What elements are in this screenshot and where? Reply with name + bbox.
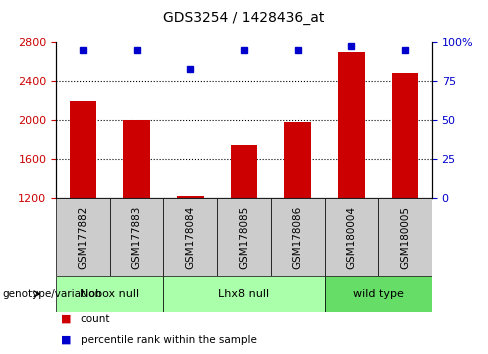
Bar <box>378 198 432 276</box>
Bar <box>110 198 163 276</box>
Text: GSM177882: GSM177882 <box>78 205 88 269</box>
Text: percentile rank within the sample: percentile rank within the sample <box>81 335 256 345</box>
Text: GSM178084: GSM178084 <box>185 206 195 269</box>
Bar <box>325 198 378 276</box>
Bar <box>123 120 150 198</box>
Bar <box>56 276 163 312</box>
Bar <box>271 198 325 276</box>
Bar <box>163 276 325 312</box>
Text: genotype/variation: genotype/variation <box>2 289 102 299</box>
Text: GSM180005: GSM180005 <box>400 206 410 269</box>
Text: GSM180004: GSM180004 <box>346 206 356 269</box>
Text: GDS3254 / 1428436_at: GDS3254 / 1428436_at <box>163 11 325 25</box>
Text: count: count <box>81 314 110 324</box>
Bar <box>325 276 432 312</box>
Text: Nobox null: Nobox null <box>80 289 140 299</box>
Bar <box>163 198 217 276</box>
Bar <box>230 145 258 198</box>
Text: ■: ■ <box>61 314 72 324</box>
Text: GSM178085: GSM178085 <box>239 206 249 269</box>
Bar <box>56 198 110 276</box>
Bar <box>177 196 204 198</box>
Text: ■: ■ <box>61 335 72 345</box>
Bar <box>392 73 419 198</box>
Text: GSM177883: GSM177883 <box>132 205 142 269</box>
Text: Lhx8 null: Lhx8 null <box>219 289 269 299</box>
Bar <box>217 198 271 276</box>
Text: GSM178086: GSM178086 <box>293 206 303 269</box>
Bar <box>338 52 365 198</box>
Bar <box>284 122 311 198</box>
Bar <box>70 101 97 198</box>
Text: wild type: wild type <box>353 289 404 299</box>
